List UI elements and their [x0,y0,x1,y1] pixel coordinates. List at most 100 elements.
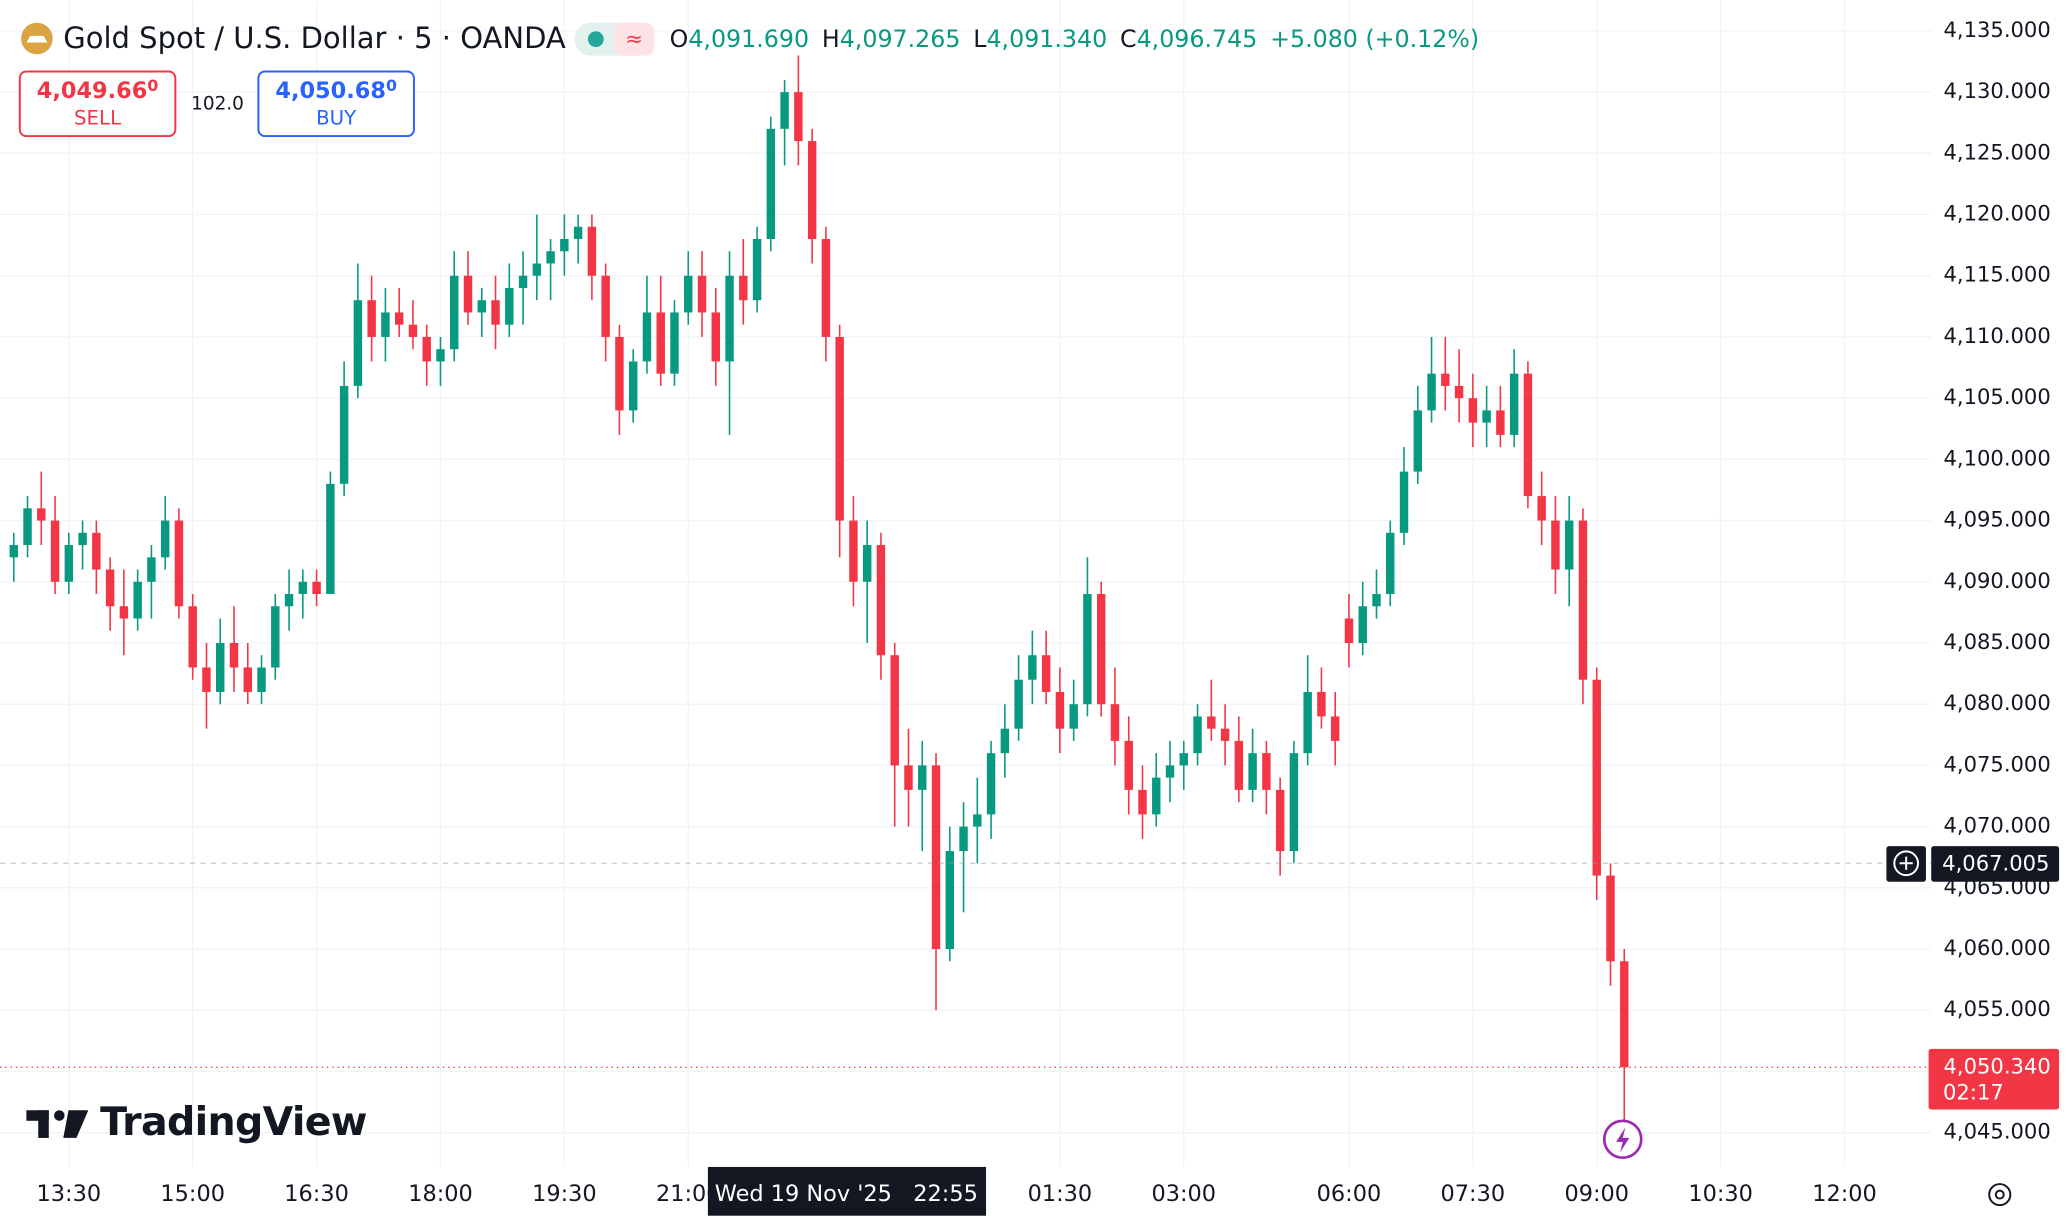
candle-body [587,226,597,276]
candle-body [739,275,748,301]
sell-label: SELL [74,106,121,129]
candle-body [1399,471,1409,533]
y-tick-label: 4,075.000 [1943,751,2050,776]
candle-body [656,312,665,374]
candle-body [1509,373,1519,435]
candle-body [711,312,720,362]
y-tick-label: 4,085.000 [1943,629,2050,654]
candle-body [50,520,60,582]
candle-body [298,581,308,595]
brand-logo [26,1110,89,1138]
candle-body [1330,716,1340,741]
candle-body [216,642,225,692]
candle-body [1028,655,1037,680]
ohlc-header: O4,091.690 H4,097.265 L4,091.340 C4,096.… [670,24,1479,52]
crosshair-add-plus [1899,856,1913,870]
sell-price: 4,049.660 [37,75,159,103]
candle-body [670,312,679,374]
candle-body [202,667,211,692]
y-tick-label: 4,125.000 [1943,139,2050,164]
candle-body [1303,691,1312,754]
crosshair-time-label: Wed 19 Nov '25 22:55 [715,1181,978,1207]
candle-body [601,275,610,337]
x-tick-label: 19:30 [532,1181,597,1207]
candle-body [918,765,927,790]
x-tick-label: 16:30 [284,1181,349,1207]
candle-body [188,606,197,668]
crosshair-time-box [707,1166,987,1216]
candle-body [64,545,74,582]
last-price-box [1928,1048,2060,1110]
candle-body [1193,716,1202,754]
candle-body [697,275,707,313]
low-value: 4,091.340 [986,24,1107,52]
candle-body [725,275,734,362]
candle-body [105,569,115,607]
candle-body [560,239,569,252]
candle-body [1386,532,1395,595]
candle-body [1207,716,1216,729]
candle-body [1564,520,1574,570]
x-tick-label: 13:30 [37,1181,102,1207]
y-tick-label: 4,120.000 [1943,201,2050,226]
crosshair-price-label: 4,067.005 [1942,851,2049,876]
grid [0,0,1932,1167]
candle-body [1592,679,1601,876]
candle-body [1620,961,1629,1068]
candle-body [1179,753,1189,766]
y-tick-label: 4,110.000 [1943,323,2050,348]
y-tick-label: 4,100.000 [1943,445,2050,470]
market-open-dot [587,31,604,48]
spread: 102.0 [191,93,244,114]
candle-body [1138,789,1147,815]
candle-body [1551,520,1560,570]
y-tick-label: 4,060.000 [1943,935,2050,960]
candle-body [1165,765,1175,778]
candle-body [491,300,500,325]
candle-body [1014,679,1023,729]
candle-body [849,520,858,582]
symbol-icon-bars [26,35,48,43]
crosshair-price-box [1931,846,2060,882]
high-label: H [822,24,840,52]
y-tick-label: 4,095.000 [1943,507,2050,532]
buy-label: BUY [316,106,357,129]
candle-body [1523,373,1533,497]
settings-icon[interactable] [1988,1183,2012,1207]
delay-icon: ≈ [625,26,643,51]
candle-body [78,532,87,546]
buy-price-pip: 0 [386,75,397,94]
candle-body [339,385,349,484]
candle-body [353,300,363,386]
candle-body [1427,373,1436,411]
close-label: C [1120,24,1137,52]
candle-body [326,483,335,595]
candle-body [1482,410,1491,423]
sell-button[interactable] [18,70,177,138]
candle-body [931,765,941,950]
symbol-title[interactable]: Gold Spot / U.S. Dollar · 5 · OANDA [63,21,566,55]
sell-price-main: 4,049.66 [37,78,148,104]
open-value: 4,091.690 [688,24,809,52]
candle-body [1234,740,1244,790]
candle-body [642,312,652,362]
candle-body [573,226,583,240]
delay-badge [614,22,654,56]
candle-body [1496,410,1505,435]
candle-body [1372,594,1381,607]
candle-body [229,642,239,668]
last-price-label: 4,050.340 [1943,1053,2050,1078]
y-tick-label: 4,080.000 [1943,690,2050,715]
candle-body [1083,594,1092,705]
y-tick-label: 4,090.000 [1943,568,2050,593]
buy-button[interactable] [257,70,415,138]
candle-body [1317,691,1326,717]
candle-body [1358,606,1367,643]
candle-body [92,532,101,570]
candle-body [794,92,803,142]
candle-body [959,826,968,852]
candle-body [257,667,266,692]
candle-body [1110,704,1120,741]
candle-body [436,349,445,362]
